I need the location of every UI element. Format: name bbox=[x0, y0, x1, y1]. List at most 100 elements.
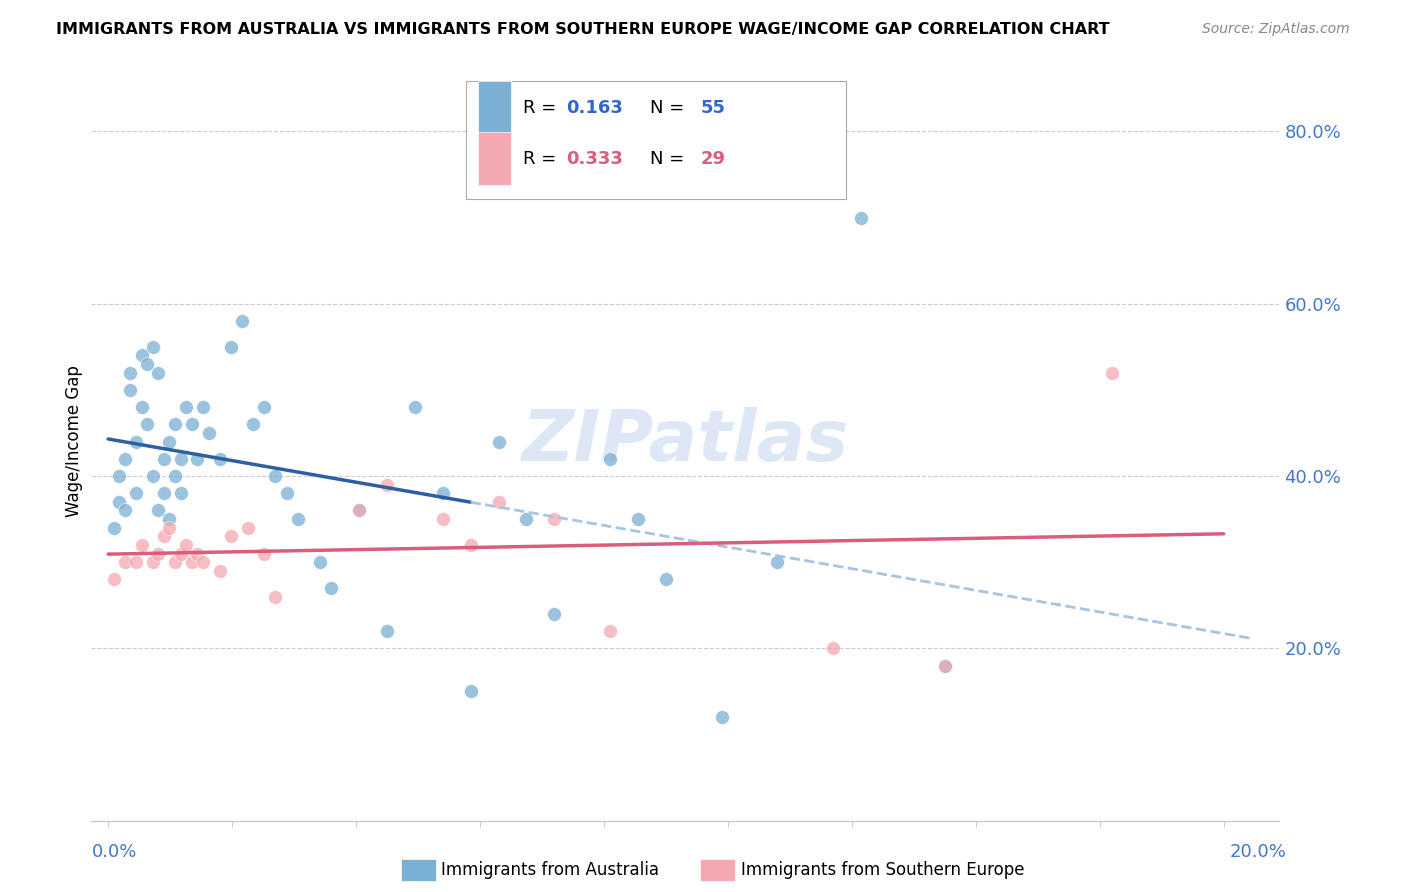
Point bbox=[114, 451, 136, 466]
Y-axis label: Wage/Income Gap: Wage/Income Gap bbox=[65, 366, 83, 517]
FancyBboxPatch shape bbox=[465, 81, 846, 199]
Point bbox=[153, 451, 176, 466]
Point bbox=[543, 512, 565, 526]
Point bbox=[309, 555, 332, 569]
Point bbox=[823, 641, 845, 656]
Point bbox=[599, 451, 621, 466]
Text: 29: 29 bbox=[700, 150, 725, 168]
Point bbox=[515, 512, 537, 526]
Point bbox=[253, 547, 276, 561]
Point bbox=[264, 469, 287, 483]
Point bbox=[599, 624, 621, 639]
Point bbox=[766, 555, 789, 569]
Point bbox=[148, 366, 170, 380]
Text: N =: N = bbox=[650, 99, 690, 117]
Point bbox=[543, 607, 565, 621]
Point bbox=[153, 529, 176, 543]
Point bbox=[208, 564, 231, 578]
Point bbox=[934, 658, 956, 673]
Point bbox=[148, 503, 170, 517]
Text: 0.0%: 0.0% bbox=[91, 843, 136, 861]
Point bbox=[460, 538, 482, 552]
Point bbox=[136, 357, 159, 371]
Point bbox=[321, 581, 343, 595]
Point bbox=[174, 538, 197, 552]
Point bbox=[934, 658, 956, 673]
Point bbox=[219, 340, 242, 354]
Point bbox=[159, 512, 181, 526]
Point bbox=[120, 383, 142, 397]
Point bbox=[131, 538, 153, 552]
Point bbox=[253, 400, 276, 414]
Point bbox=[180, 555, 202, 569]
Point bbox=[136, 417, 159, 432]
Point bbox=[375, 477, 398, 491]
Point bbox=[142, 469, 165, 483]
Text: Immigrants from Southern Europe: Immigrants from Southern Europe bbox=[741, 861, 1025, 879]
Point bbox=[655, 573, 678, 587]
Point bbox=[347, 503, 370, 517]
Point bbox=[375, 624, 398, 639]
Text: 20.0%: 20.0% bbox=[1230, 843, 1286, 861]
Point bbox=[231, 314, 253, 328]
Text: R =: R = bbox=[523, 99, 561, 117]
Point bbox=[142, 340, 165, 354]
Point bbox=[197, 425, 219, 440]
Point bbox=[108, 469, 131, 483]
Point bbox=[236, 521, 259, 535]
Text: 0.333: 0.333 bbox=[567, 150, 623, 168]
Point bbox=[169, 547, 191, 561]
Point bbox=[180, 417, 202, 432]
Point bbox=[347, 503, 370, 517]
Point bbox=[186, 547, 208, 561]
Point bbox=[108, 495, 131, 509]
Point bbox=[627, 512, 650, 526]
Point bbox=[208, 451, 231, 466]
Point bbox=[125, 486, 148, 500]
Point bbox=[242, 417, 264, 432]
Point bbox=[159, 434, 181, 449]
Point bbox=[114, 555, 136, 569]
Point bbox=[432, 512, 454, 526]
Point bbox=[153, 486, 176, 500]
Point bbox=[276, 486, 298, 500]
Point bbox=[169, 451, 191, 466]
Point bbox=[165, 555, 187, 569]
Text: ZIPatlas: ZIPatlas bbox=[522, 407, 849, 476]
Point bbox=[131, 400, 153, 414]
Point bbox=[169, 486, 191, 500]
Point bbox=[432, 486, 454, 500]
Point bbox=[114, 503, 136, 517]
Point bbox=[219, 529, 242, 543]
Point bbox=[191, 555, 214, 569]
Text: Immigrants from Australia: Immigrants from Australia bbox=[441, 861, 659, 879]
Point bbox=[103, 521, 125, 535]
Point bbox=[710, 710, 733, 724]
Point bbox=[165, 417, 187, 432]
Text: 55: 55 bbox=[700, 99, 725, 117]
Point bbox=[125, 555, 148, 569]
Point bbox=[142, 555, 165, 569]
Point bbox=[120, 366, 142, 380]
Point bbox=[849, 211, 872, 225]
Text: Source: ZipAtlas.com: Source: ZipAtlas.com bbox=[1202, 22, 1350, 37]
Point bbox=[287, 512, 309, 526]
Text: IMMIGRANTS FROM AUSTRALIA VS IMMIGRANTS FROM SOUTHERN EUROPE WAGE/INCOME GAP COR: IMMIGRANTS FROM AUSTRALIA VS IMMIGRANTS … bbox=[56, 22, 1109, 37]
Point bbox=[131, 348, 153, 362]
Bar bbox=[478, 81, 510, 135]
Text: N =: N = bbox=[650, 150, 690, 168]
Point bbox=[460, 684, 482, 698]
Point bbox=[103, 573, 125, 587]
Point bbox=[1101, 366, 1123, 380]
Point bbox=[159, 521, 181, 535]
Point bbox=[148, 547, 170, 561]
Point bbox=[488, 495, 510, 509]
Point bbox=[264, 590, 287, 604]
Point bbox=[488, 434, 510, 449]
Point bbox=[174, 400, 197, 414]
Point bbox=[165, 469, 187, 483]
Bar bbox=[478, 132, 510, 186]
Text: 0.163: 0.163 bbox=[567, 99, 623, 117]
Point bbox=[404, 400, 426, 414]
Point bbox=[191, 400, 214, 414]
